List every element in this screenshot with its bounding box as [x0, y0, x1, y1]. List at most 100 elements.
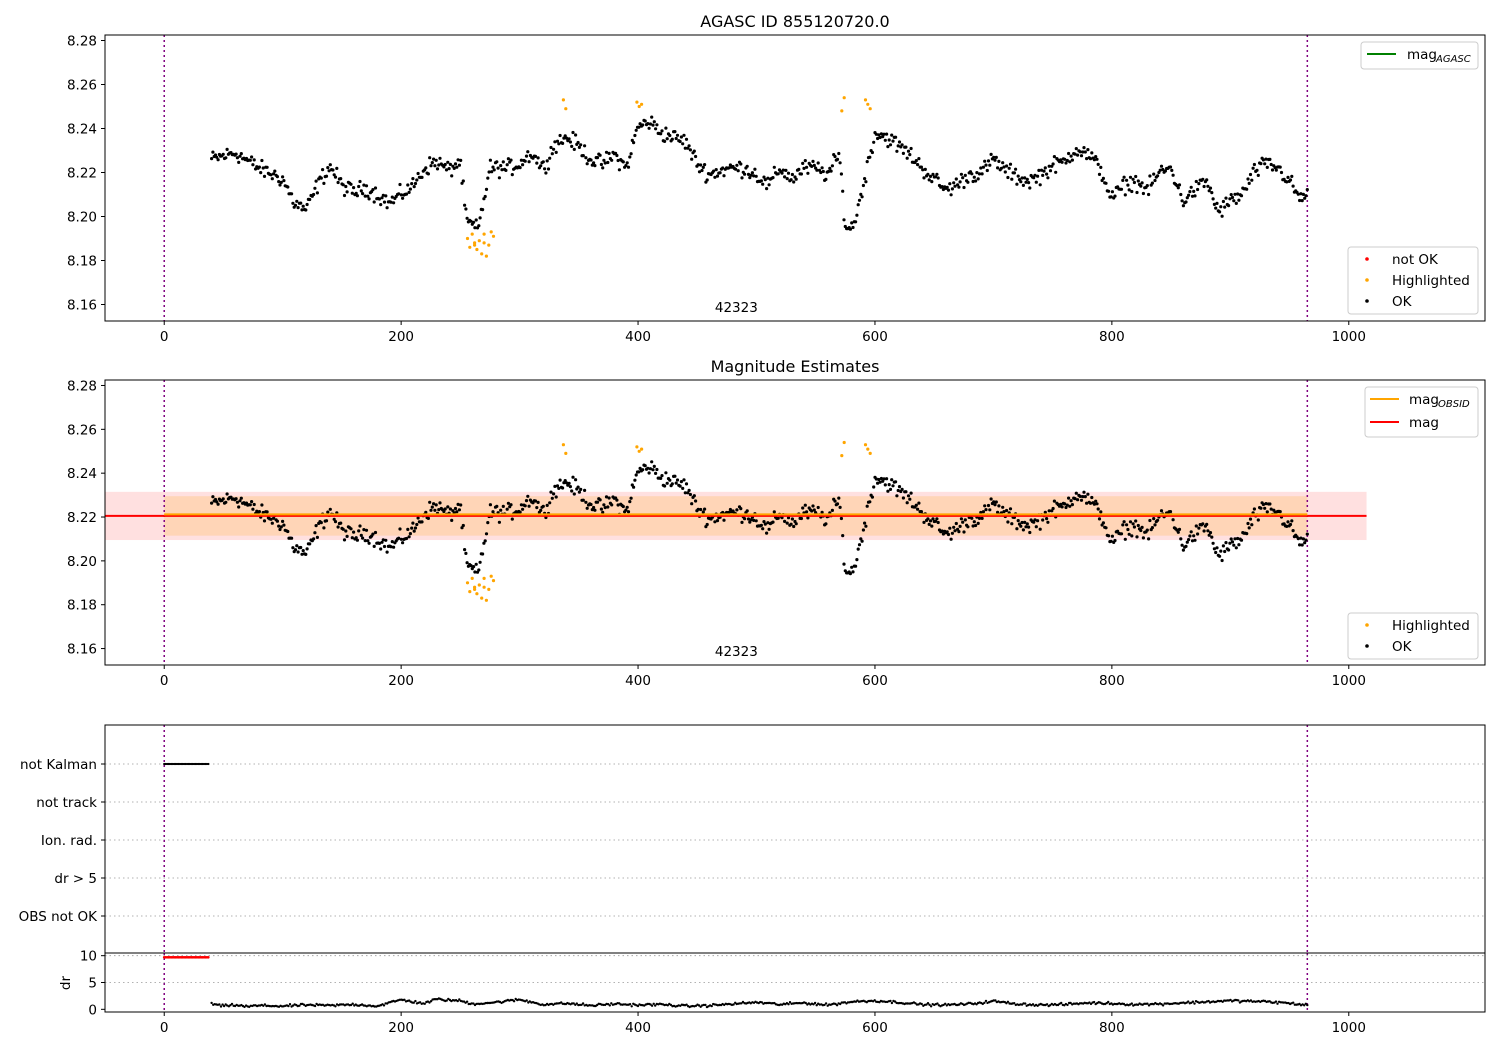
ok-point	[286, 185, 290, 189]
x-tick-label: 400	[625, 329, 651, 345]
ok-point	[541, 160, 545, 164]
ok-point	[568, 140, 573, 144]
dr-point	[458, 998, 461, 1001]
ok-point	[1020, 520, 1024, 525]
obsid-label: 42323	[715, 300, 758, 316]
ok-point	[595, 156, 600, 160]
ok-point	[344, 529, 348, 533]
ok-point	[776, 172, 780, 176]
ok-point	[916, 163, 920, 167]
dr-point	[654, 1004, 657, 1007]
ok-point	[552, 492, 556, 496]
ok-point	[679, 135, 684, 139]
ok-point	[341, 527, 345, 531]
ok-point	[251, 507, 255, 511]
ok-point	[863, 177, 867, 181]
ok-point	[935, 172, 939, 176]
ok-point	[882, 132, 886, 136]
ok-point	[810, 509, 814, 513]
highlighted-point	[482, 585, 486, 589]
dr-point	[222, 1004, 226, 1008]
ok-point	[333, 520, 338, 524]
ok-point	[481, 552, 485, 556]
ok-point	[917, 501, 921, 505]
ok-point	[922, 176, 926, 180]
ok-point	[536, 156, 540, 160]
highlighted-point	[491, 234, 496, 238]
ok-point	[833, 154, 837, 159]
ok-point	[1010, 177, 1014, 181]
ok-point	[398, 182, 402, 187]
ok-point	[1122, 175, 1126, 179]
ok-point	[429, 164, 433, 168]
ok-point	[496, 166, 500, 170]
highlighted-point	[465, 581, 470, 585]
y-tick-label: 8.16	[67, 642, 97, 658]
ok-point	[216, 158, 220, 162]
ok-point	[652, 464, 656, 468]
ok-point	[355, 194, 359, 198]
ok-point	[865, 504, 869, 508]
ok-point	[602, 503, 606, 507]
ok-point	[265, 165, 269, 169]
ok-point	[654, 471, 658, 475]
ok-point	[895, 494, 899, 498]
ok-point	[714, 168, 718, 172]
ok-point	[854, 564, 858, 568]
ok-point	[665, 137, 669, 141]
ok-point	[971, 524, 975, 528]
ok-point	[1211, 197, 1215, 201]
ok-point	[478, 560, 482, 564]
highlighted-point	[842, 440, 846, 445]
legend-box	[1347, 246, 1479, 315]
ok-point	[940, 529, 944, 533]
dr-point	[412, 1001, 415, 1004]
ok-point	[277, 524, 281, 528]
legend-points: not OK Highlighted OK	[1347, 246, 1479, 315]
ok-point	[583, 144, 587, 148]
ok-point	[367, 541, 371, 545]
ok-point	[437, 163, 441, 167]
ok-point	[1015, 527, 1019, 531]
ok-point	[1269, 162, 1273, 167]
ok-point	[319, 176, 323, 180]
ok-point	[989, 497, 993, 501]
ok-point	[824, 177, 828, 181]
dr-point	[890, 1001, 894, 1005]
ok-point	[554, 495, 558, 499]
ok-point	[900, 487, 904, 491]
dr-point	[1060, 1001, 1063, 1005]
dr-point	[926, 1002, 930, 1005]
ok-point	[1096, 162, 1100, 166]
ok-point	[561, 141, 565, 145]
ok-point	[355, 538, 359, 542]
ok-point	[1264, 502, 1268, 506]
highlighted-point	[637, 449, 641, 453]
ok-point	[259, 171, 263, 175]
ok-point	[692, 494, 696, 498]
ok-point	[501, 504, 505, 508]
ok-point	[921, 168, 925, 172]
legend-marker	[1365, 257, 1369, 261]
ok-point	[335, 166, 339, 170]
ok-point	[488, 158, 492, 162]
ok-point	[1119, 187, 1124, 191]
ok-point	[864, 180, 868, 184]
ok-point	[1247, 526, 1251, 530]
highlighted-point	[482, 576, 486, 581]
ok-point	[1278, 165, 1282, 169]
x-tick-label: 600	[862, 329, 888, 345]
ok-point	[1028, 530, 1032, 535]
dr-point	[914, 1002, 917, 1005]
ok-point	[543, 167, 547, 171]
ok-point	[1068, 160, 1072, 164]
ok-point	[694, 499, 698, 503]
ok-point	[663, 484, 667, 488]
dr-point	[580, 1003, 583, 1006]
ok-point	[908, 497, 912, 501]
ok-point	[269, 517, 273, 521]
ok-point	[746, 517, 751, 521]
ok-point	[901, 496, 906, 500]
ok-point	[855, 213, 859, 217]
ok-point	[868, 500, 872, 504]
